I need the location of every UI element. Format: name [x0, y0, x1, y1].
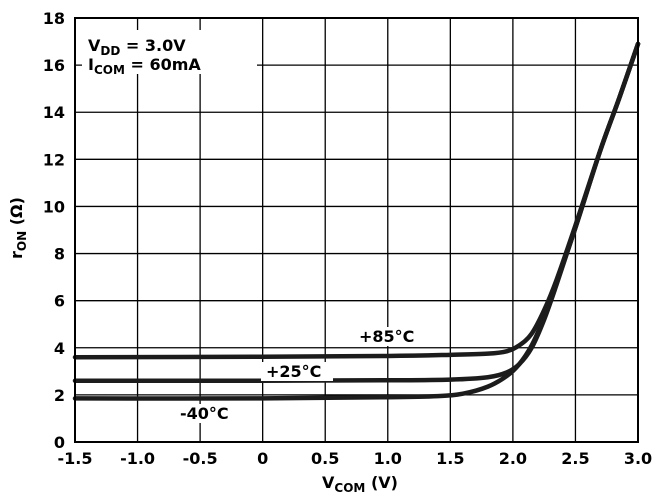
- x-tick-label: -0.5: [183, 449, 218, 468]
- y-axis-label: rON (Ω): [7, 197, 29, 259]
- y-tick-label: 10: [43, 197, 65, 216]
- x-tick-label: 1.0: [374, 449, 402, 468]
- x-tick-labels: -1.5 -1.0 -0.5 0 0.5 1.0 1.5 2.0 2.5 3.0: [58, 449, 653, 468]
- conditions-box-bg: [82, 30, 257, 74]
- x-axis-label: VCOM (V): [322, 473, 398, 495]
- plot-frame: [74, 17, 639, 443]
- x-tick-label: 3.0: [624, 449, 652, 468]
- y-tick-label: 12: [43, 150, 65, 169]
- label-bg-25c: [261, 362, 333, 381]
- y-tick-label: 6: [54, 292, 65, 311]
- series-line-85c: [72, 41, 641, 360]
- label-bg-40c: [176, 404, 244, 423]
- series-label-40c: -40°C: [180, 404, 229, 423]
- y-tick-label: 18: [43, 9, 65, 28]
- y-tick-label: 8: [54, 245, 65, 264]
- y-tick-label: 2: [54, 386, 65, 405]
- x-tick-label: -1.5: [58, 449, 93, 468]
- label-bg-85c: [354, 327, 426, 346]
- x-tick-label: 0.5: [311, 449, 339, 468]
- condition-vdd: VDD = 3.0V: [88, 36, 186, 58]
- x-tick-label: 2.0: [499, 449, 527, 468]
- series-label-25c: +25°C: [266, 362, 321, 381]
- x-tick-label: -1.0: [120, 449, 155, 468]
- x-tick-label: 2.5: [561, 449, 589, 468]
- x-tick-label: 0: [257, 449, 268, 468]
- y-tick-label: 0: [54, 433, 65, 452]
- series-label-85c: +85°C: [359, 327, 414, 346]
- y-tick-label: 16: [43, 56, 65, 75]
- condition-icom: ICOM = 60mA: [88, 55, 201, 77]
- series-lines: [72, 41, 641, 401]
- y-tick-label: 4: [54, 339, 65, 358]
- x-tick-label: 1.5: [436, 449, 464, 468]
- y-tick-label: 14: [43, 103, 65, 122]
- series-line-minus40c: [72, 41, 641, 401]
- y-tick-labels: 0 2 4 6 8 10 12 14 16 18: [43, 9, 65, 452]
